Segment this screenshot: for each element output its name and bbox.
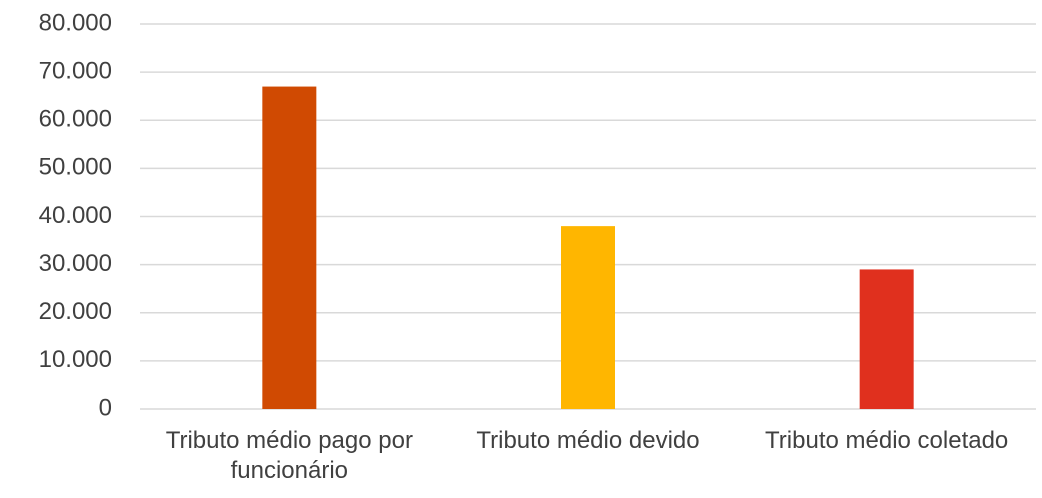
bar [561, 226, 615, 409]
y-tick-label: 60.000 [39, 106, 112, 133]
x-tick-label: Tributo médio coletado [765, 427, 1009, 454]
y-tick-label: 30.000 [39, 250, 112, 277]
y-tick-label: 0 [99, 394, 112, 421]
bar [859, 269, 914, 409]
y-tick-label: 40.000 [39, 202, 112, 229]
y-tick-label: 70.000 [39, 57, 112, 84]
bar [262, 86, 317, 409]
y-tick-label: 10.000 [39, 346, 112, 373]
y-tick-label: 80.000 [39, 9, 112, 36]
x-tick-label: Tributo médio pago por funcionário [165, 427, 413, 484]
x-tick-label: Tributo médio devido [476, 427, 700, 454]
y-tick-label: 20.000 [39, 298, 112, 325]
y-tick-label: 50.000 [39, 154, 112, 181]
